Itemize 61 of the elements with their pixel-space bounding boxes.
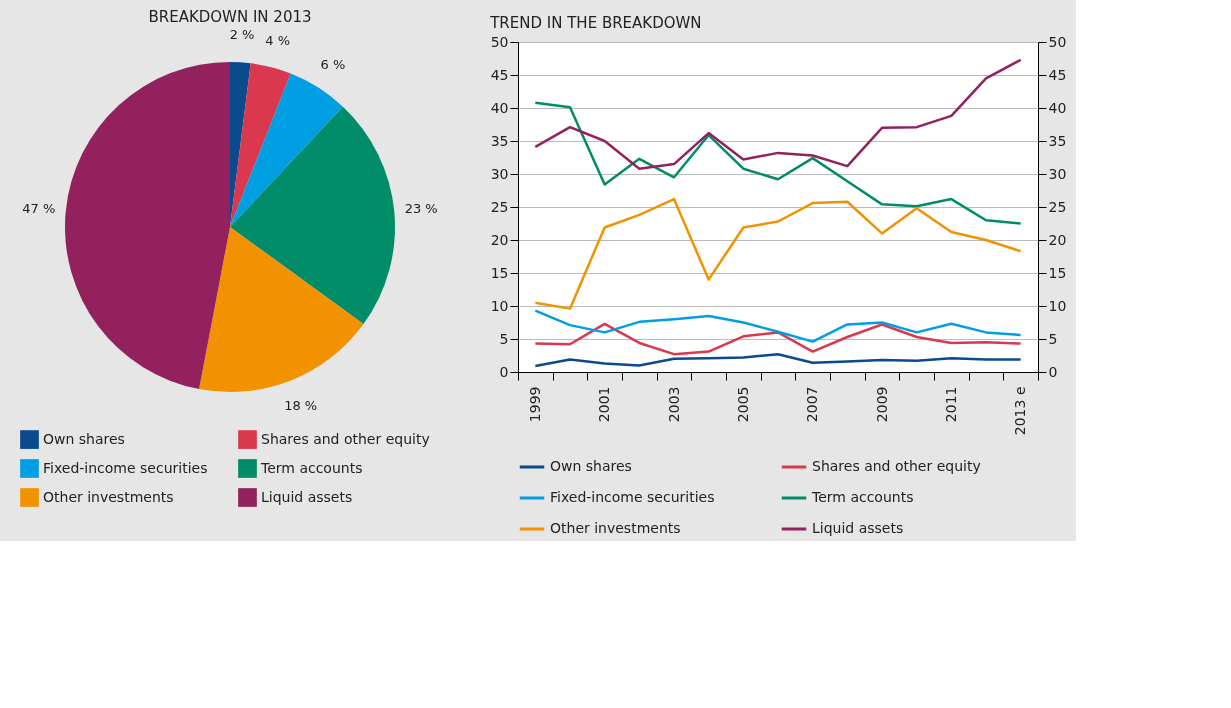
y-tick-label: 20 xyxy=(490,231,509,248)
y-tick-label: 25 xyxy=(490,198,509,215)
x-tick-label: 2007 xyxy=(804,386,821,423)
y2-tick-label: 50 xyxy=(1048,33,1067,50)
y2-tick-label: 30 xyxy=(1048,165,1067,182)
y-tick-label: 40 xyxy=(490,99,509,116)
y-tick-label: 10 xyxy=(490,297,509,314)
line-series xyxy=(534,101,1022,225)
legend-label: Own shares xyxy=(550,458,632,474)
legend-label: Shares and other equity xyxy=(261,430,430,447)
line-series xyxy=(534,58,1022,170)
data-label: 2 % xyxy=(229,27,255,43)
line-series xyxy=(534,352,1022,368)
data-label: 18 % xyxy=(284,397,318,413)
pie-slice xyxy=(230,63,291,227)
line-series xyxy=(534,197,1022,310)
y-tick-label: 45 xyxy=(490,66,509,83)
y-tick-label: 5 xyxy=(499,330,509,347)
y2-tick-label: 5 xyxy=(1048,330,1058,347)
y-tick-label: 15 xyxy=(490,264,509,281)
data-label: 6 % xyxy=(320,56,346,72)
y2-tick-label: 45 xyxy=(1048,66,1067,83)
x-tick-label: 2009 xyxy=(873,386,890,423)
legend-label: Term accounts xyxy=(260,459,363,476)
y-tick-label: 0 xyxy=(499,363,509,380)
x-tick-label: 2013 e xyxy=(1012,386,1029,436)
y2-tick-label: 40 xyxy=(1048,99,1067,116)
y-tick-label: 50 xyxy=(490,33,509,50)
y2-tick-label: 0 xyxy=(1048,363,1058,380)
y2-tick-label: 15 xyxy=(1048,264,1067,281)
y2-tick-label: 10 xyxy=(1048,297,1067,314)
legend-label: Term accounts xyxy=(811,489,914,505)
data-label: 4 % xyxy=(265,33,291,49)
line-series xyxy=(534,309,1022,343)
pie-slice xyxy=(199,227,364,392)
pie-slice xyxy=(65,62,230,390)
legend-label: Shares and other equity xyxy=(812,458,981,474)
legend-label: Liquid assets xyxy=(812,520,904,536)
legend-label: Liquid assets xyxy=(261,488,353,505)
data-label: 23 % xyxy=(404,200,438,216)
y-tick-label: 30 xyxy=(490,165,509,182)
pie-slice xyxy=(230,73,343,227)
x-tick-label: 2001 xyxy=(596,386,613,423)
legend-label: Own shares xyxy=(43,430,125,447)
x-tick-label: 2011 xyxy=(942,386,959,423)
legend-label: Other investments xyxy=(550,520,681,536)
y-tick-label: 35 xyxy=(490,132,509,149)
y2-tick-label: 35 xyxy=(1048,132,1067,149)
legend-label: Fixed-income securities xyxy=(550,489,715,505)
legend-label: Other investments xyxy=(43,488,174,505)
y2-tick-label: 25 xyxy=(1048,198,1067,215)
x-tick-label: 1999 xyxy=(526,386,543,423)
x-tick-label: 2005 xyxy=(734,386,751,423)
y2-tick-label: 20 xyxy=(1048,231,1067,248)
legend-label: Fixed-income securities xyxy=(43,459,208,476)
line-series xyxy=(534,322,1022,356)
pie-slice xyxy=(230,106,395,324)
x-tick-label: 2003 xyxy=(665,386,682,423)
chart-title: BREAKDOWN IN 2013 xyxy=(148,8,312,27)
data-label: 47 % xyxy=(22,200,56,216)
chart-title: TREND IN THE BREAKDOWN xyxy=(489,14,702,32)
